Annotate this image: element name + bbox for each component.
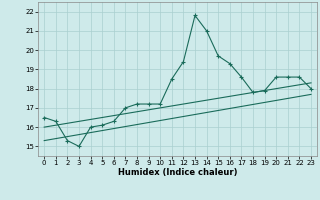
X-axis label: Humidex (Indice chaleur): Humidex (Indice chaleur) <box>118 168 237 177</box>
